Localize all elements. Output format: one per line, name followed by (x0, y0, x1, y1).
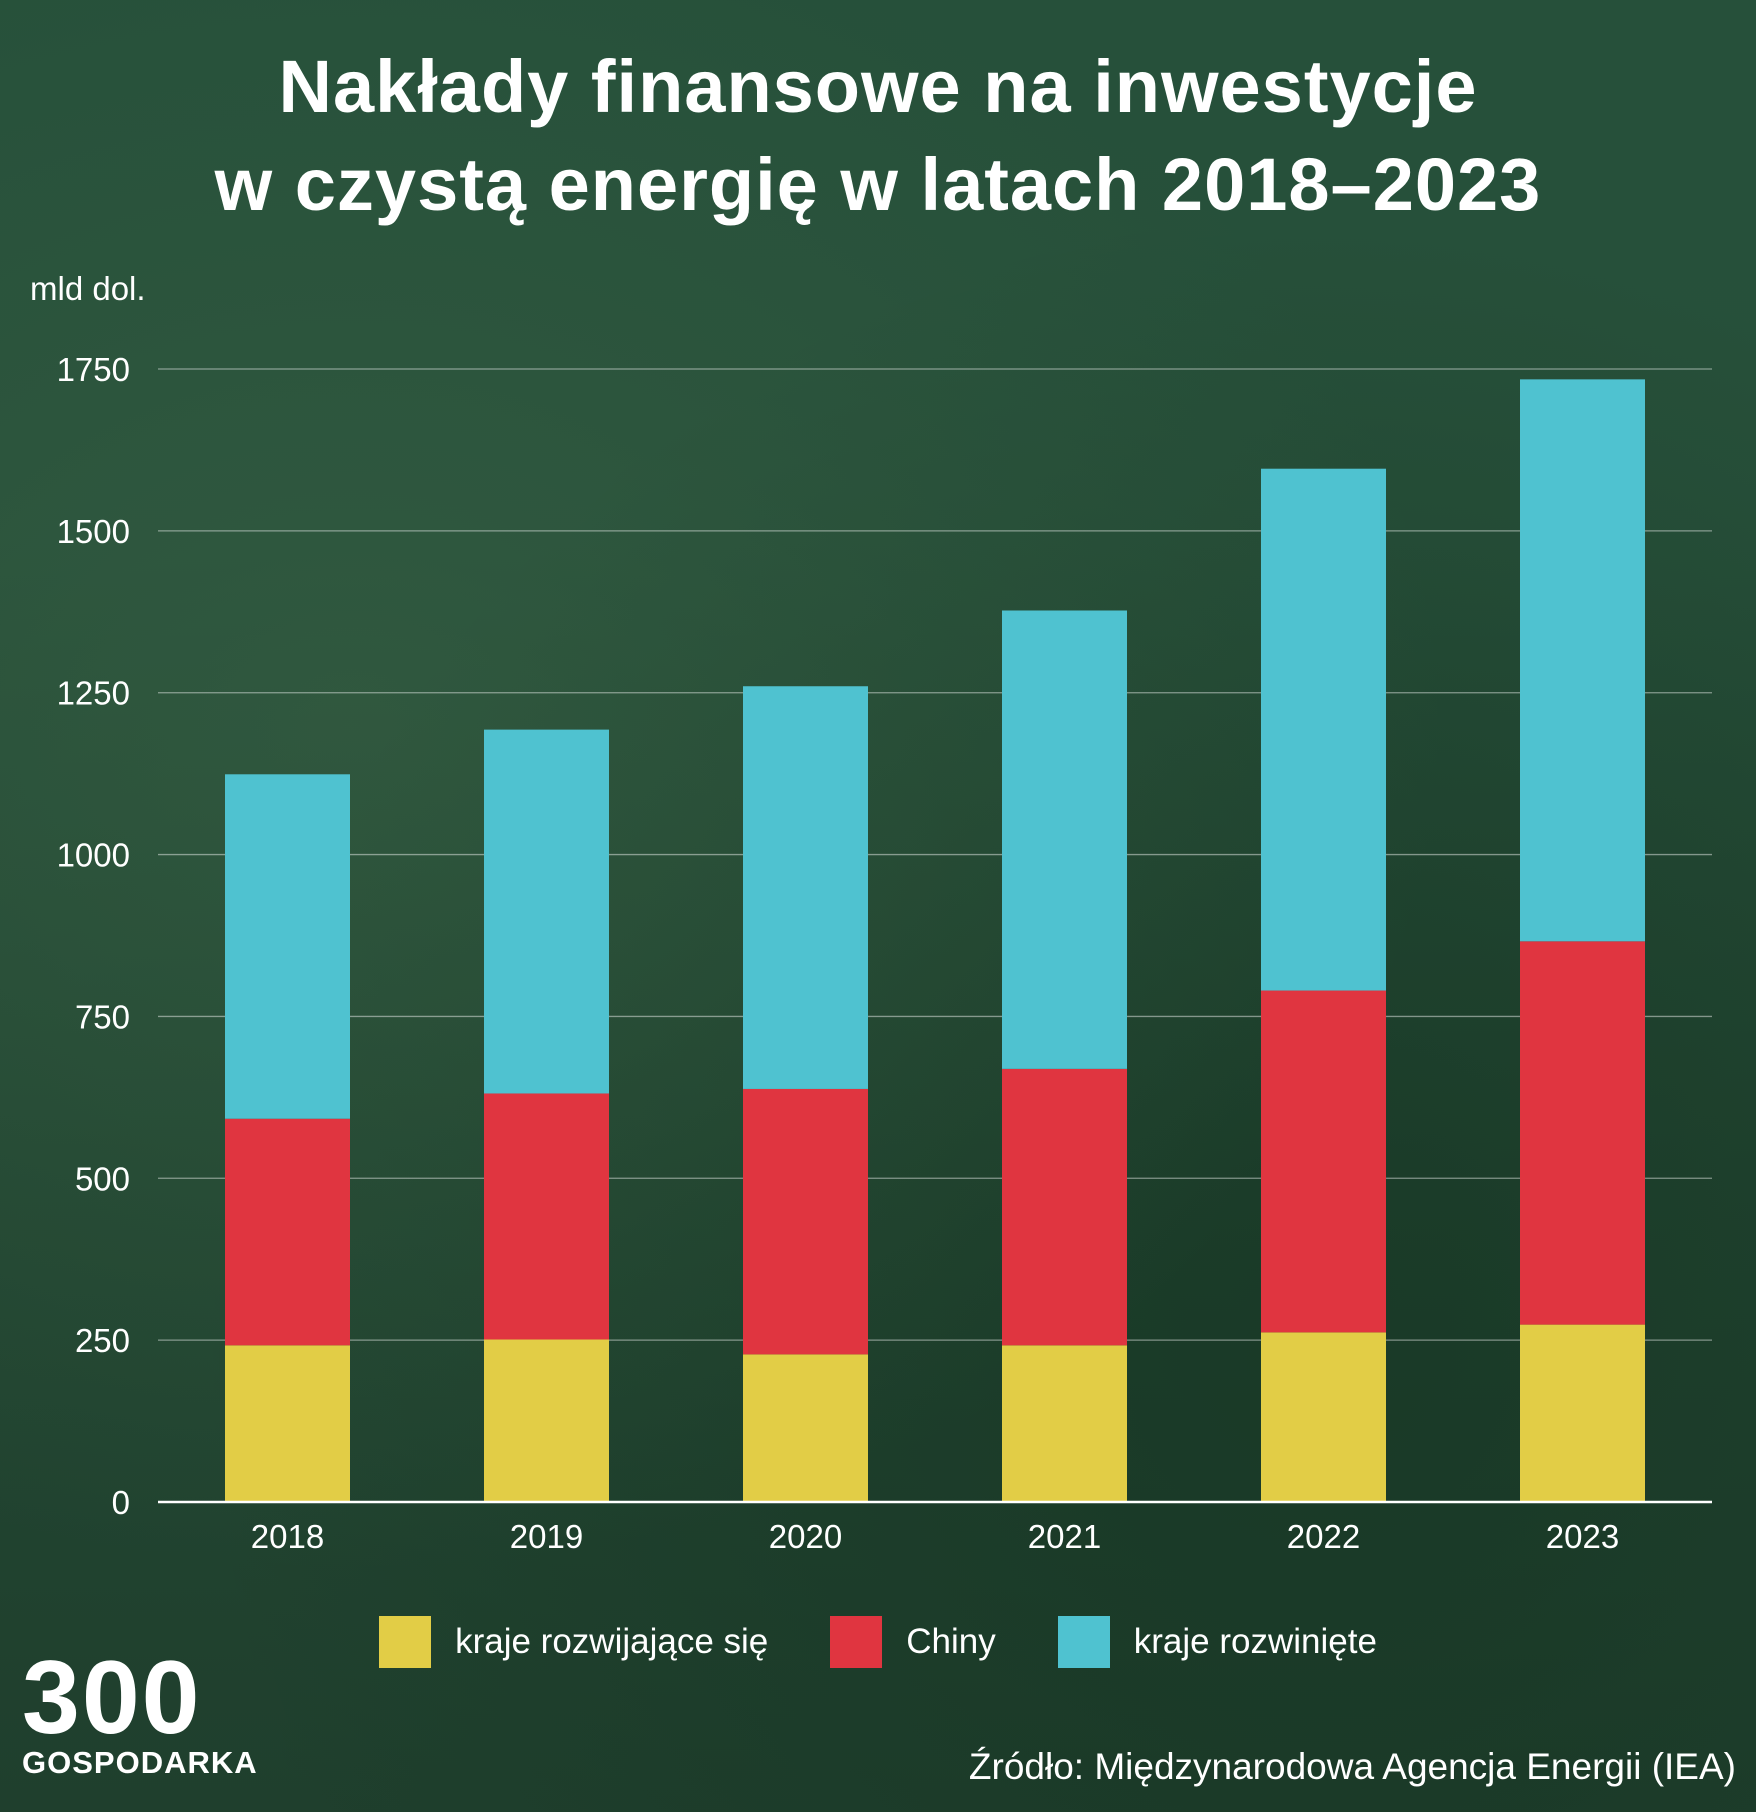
x-tick-label: 2020 (769, 1518, 842, 1555)
title-line-1: Nakłady finansowe na inwestycje (278, 45, 1478, 128)
title-line-2: w czystą energię w latach 2018–2023 (214, 143, 1542, 226)
legend-item-china: Chiny (830, 1616, 996, 1668)
source-note: Źródło: Międzynarodowa Agencja Energii (… (968, 1746, 1736, 1787)
x-tick-label: 2022 (1287, 1518, 1360, 1555)
y-tick-label: 1000 (57, 837, 130, 874)
y-axis-unit: mld dol. (30, 270, 146, 307)
legend-label-china: Chiny (906, 1622, 996, 1661)
bar-segment (225, 1345, 350, 1502)
bar-segment (743, 1354, 868, 1502)
bar-segment (484, 729, 609, 1094)
y-tick-label: 750 (75, 998, 130, 1035)
legend-label-developed: kraje rozwinięte (1133, 1622, 1377, 1661)
legend-label-developing: kraje rozwijające się (455, 1622, 769, 1661)
bar-segment (1520, 379, 1645, 942)
stacked-bar-chart: 0 250 500 750 1000 1250 1500 1750 2018 2019 2020 20… (57, 351, 1712, 1555)
bar-segment (1002, 1345, 1127, 1502)
bar-segment (484, 1093, 609, 1340)
y-tick-label: 1500 (57, 513, 130, 550)
bar-segment (484, 1339, 609, 1502)
logo-number: 300 (22, 1640, 202, 1756)
bar-segment (1261, 468, 1386, 991)
legend-swatch-developing (379, 1616, 432, 1668)
x-tick-label: 2023 (1546, 1518, 1619, 1555)
bar-segment (225, 1118, 350, 1346)
x-tick-label: 2019 (510, 1518, 583, 1555)
legend-swatch-china (830, 1616, 883, 1668)
bar-segment (743, 1088, 868, 1355)
legend: kraje rozwijające się Chiny kraje rozwin… (0, 1616, 1756, 1668)
logo-text: GOSPODARKA (22, 1745, 258, 1780)
bar-segment (225, 774, 350, 1119)
y-tick-label: 500 (75, 1160, 130, 1197)
y-tick-label: 1750 (57, 351, 130, 388)
bar-segment (1002, 610, 1127, 1069)
bar-segment (1520, 941, 1645, 1325)
bar-segment (1261, 990, 1386, 1333)
y-tick-label: 250 (75, 1322, 130, 1359)
bar-segment (1002, 1068, 1127, 1346)
y-tick-label: 1250 (57, 675, 130, 712)
chart-title: Nakłady finansowe na inwestycje w czystą… (0, 38, 1756, 234)
bar-segment (1261, 1332, 1386, 1502)
logo: 300 GOSPODARKA (22, 1640, 258, 1780)
legend-item-developing: kraje rozwijające się (379, 1616, 768, 1668)
x-tick-label: 2021 (1028, 1518, 1101, 1555)
y-tick-label: 0 (112, 1484, 130, 1521)
bar-segment (743, 686, 868, 1089)
bar-segment (1520, 1324, 1645, 1502)
legend-swatch-developed (1057, 1616, 1110, 1668)
x-tick-label: 2018 (251, 1518, 324, 1555)
legend-item-developed: kraje rozwinięte (1057, 1616, 1377, 1668)
